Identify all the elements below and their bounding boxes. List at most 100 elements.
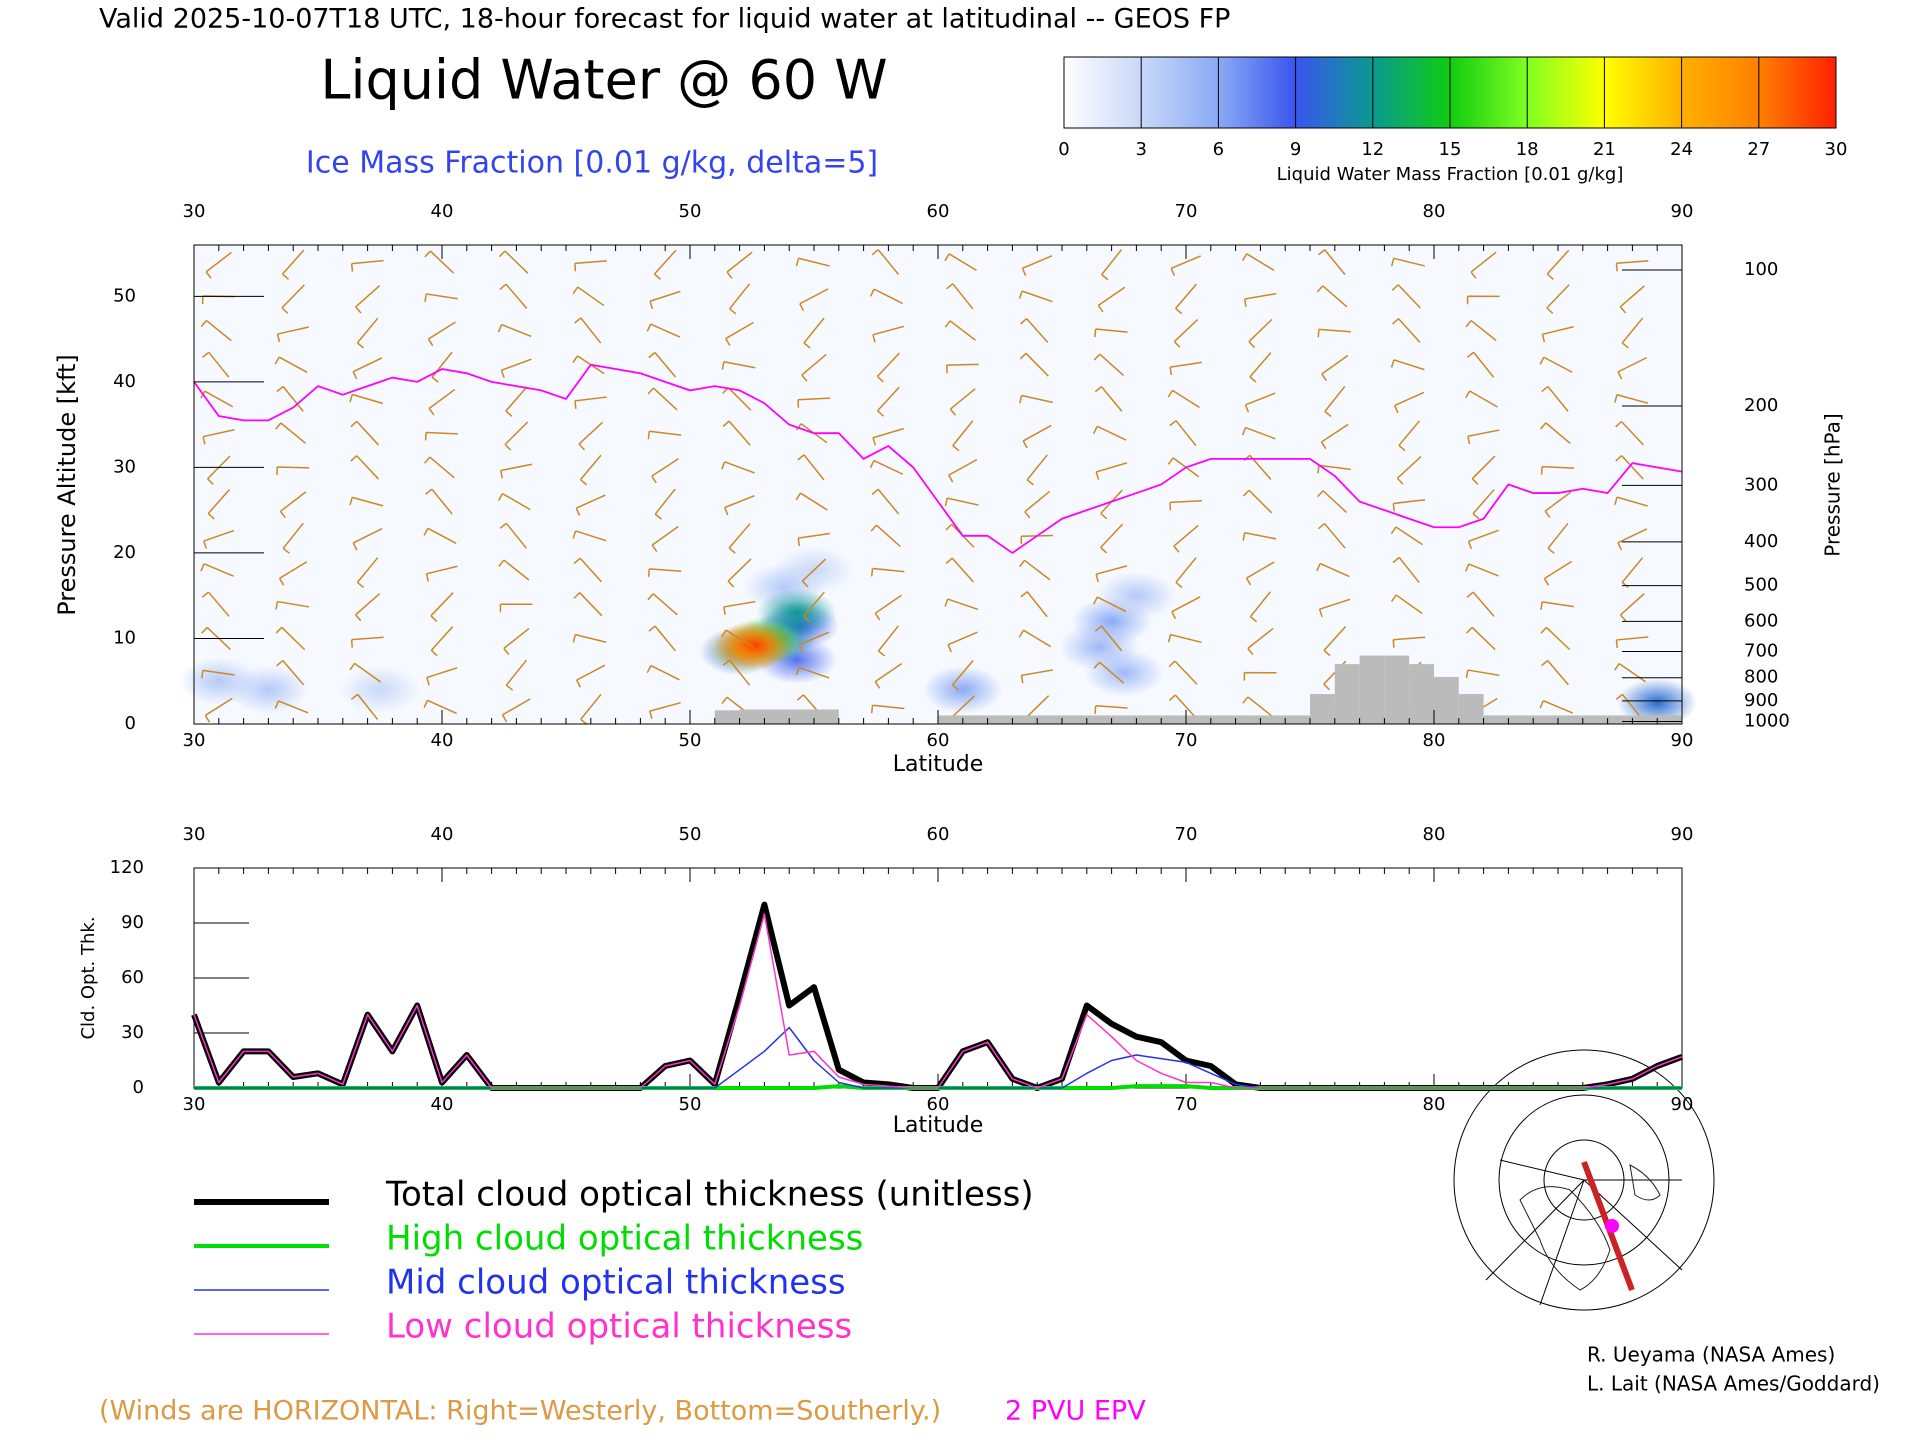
wind-barb — [1615, 455, 1644, 480]
wind-barb — [721, 629, 754, 648]
wind-barb — [1615, 636, 1649, 648]
wind-barb — [651, 525, 679, 553]
wind-barb — [947, 631, 978, 653]
terrain — [1161, 715, 1186, 724]
wind-barb — [498, 559, 530, 581]
y-axis-label: Cld. Opt. Thk. — [78, 916, 99, 1039]
wind-barb — [572, 530, 607, 542]
wind-barb — [352, 357, 383, 380]
wind-barb — [1466, 626, 1496, 651]
terrain — [987, 715, 1013, 724]
wind-barb — [1244, 392, 1276, 413]
wind-barb — [1317, 464, 1351, 474]
terrain — [1037, 715, 1062, 724]
wind-barb — [1094, 328, 1128, 338]
wind-barb — [1019, 559, 1051, 581]
y-tick-label: 20 — [113, 542, 136, 563]
terrain — [1657, 715, 1682, 724]
wind-barb — [1171, 596, 1201, 620]
x-axis-label: Latitude — [893, 1113, 984, 1138]
wind-barb — [574, 317, 602, 344]
wind-barb — [1619, 593, 1645, 622]
wind-barb — [1392, 556, 1420, 584]
wind-barb — [1243, 292, 1277, 308]
wind-barb — [1393, 391, 1425, 414]
wind-barb — [276, 385, 304, 412]
terrain — [1111, 715, 1137, 724]
wind-barb — [1540, 465, 1575, 475]
wind-barb — [356, 317, 379, 349]
y2-tick-label: 200 — [1744, 395, 1778, 416]
wind-barb — [949, 388, 976, 416]
wind-barb — [1249, 591, 1271, 623]
wind-barb — [501, 698, 531, 723]
wind-barb — [803, 591, 825, 623]
x-tick-label-top: 50 — [679, 201, 702, 222]
wind-barb — [356, 557, 379, 589]
wind-barb — [1018, 629, 1052, 648]
wind-barb — [575, 494, 606, 516]
wind-barb — [350, 259, 384, 272]
epv-legend: 2 PVU EPV — [1005, 1396, 1146, 1427]
legend-label: Mid cloud optical thickness — [386, 1263, 846, 1303]
wind-barb — [1540, 626, 1571, 651]
wind-barb — [354, 593, 381, 622]
wind-barb — [1466, 351, 1495, 378]
y2-tick-label: 800 — [1744, 667, 1778, 688]
y2-tick-label: 400 — [1744, 531, 1778, 552]
wind-barb — [427, 321, 456, 347]
x-tick-label: 90 — [1671, 730, 1694, 751]
wind-barb — [497, 323, 532, 338]
wind-barb — [944, 598, 979, 611]
x-tick-label-top: 90 — [1671, 201, 1694, 222]
wind-barb — [352, 528, 383, 551]
wind-barb — [1243, 671, 1277, 681]
colorbar-tick-label: 18 — [1516, 139, 1539, 160]
colorbar-tick-label: 0 — [1058, 139, 1069, 160]
wind-barb — [1466, 295, 1500, 305]
terrain — [1210, 715, 1236, 724]
wind-barb — [424, 250, 455, 274]
colorbar-tick-label: 15 — [1439, 139, 1462, 160]
colorbar-segment — [1527, 57, 1605, 128]
wind-barb — [1169, 420, 1197, 447]
wind-barb — [1539, 356, 1573, 373]
wind-barb — [874, 663, 903, 689]
wind-barb — [572, 286, 605, 307]
terrain — [1086, 715, 1112, 724]
wind-barb — [1544, 491, 1572, 519]
wind-barb — [274, 700, 309, 714]
wind-barb — [1093, 596, 1127, 613]
wind-barb — [1472, 489, 1495, 520]
x-tick-label-top: 80 — [1423, 824, 1446, 845]
wind-barb — [282, 522, 304, 554]
wind-barb — [728, 523, 751, 554]
wind-barb — [945, 557, 974, 583]
wind-barb — [201, 669, 235, 679]
wind-barb — [1317, 522, 1346, 549]
x-tick-label-top: 80 — [1423, 201, 1446, 222]
terrain — [1186, 715, 1211, 724]
wind-barb — [1093, 353, 1125, 376]
wind-barb — [1242, 532, 1277, 541]
wind-barb — [1323, 626, 1347, 657]
wind-barb — [1621, 557, 1644, 589]
wind-barb — [1317, 490, 1348, 514]
wind-barb — [505, 659, 527, 691]
wind-barb — [1170, 255, 1202, 276]
colorbar-tick-label: 6 — [1213, 139, 1224, 160]
wind-barb — [877, 625, 899, 657]
wind-barb — [276, 466, 310, 475]
wind-barb — [1242, 696, 1274, 718]
terrain — [714, 710, 740, 724]
colorbar-tick-label: 3 — [1135, 139, 1146, 160]
wind-barb — [1396, 456, 1422, 485]
wind-barb — [1169, 500, 1203, 511]
colorbar-frame — [1063, 56, 1837, 129]
wind-barb — [574, 396, 607, 409]
wind-barb — [423, 527, 457, 544]
wind-barb — [1617, 356, 1648, 380]
x-tick-label: 90 — [1671, 1094, 1694, 1115]
wind-barb — [1547, 522, 1569, 554]
wind-barb — [1321, 354, 1349, 381]
